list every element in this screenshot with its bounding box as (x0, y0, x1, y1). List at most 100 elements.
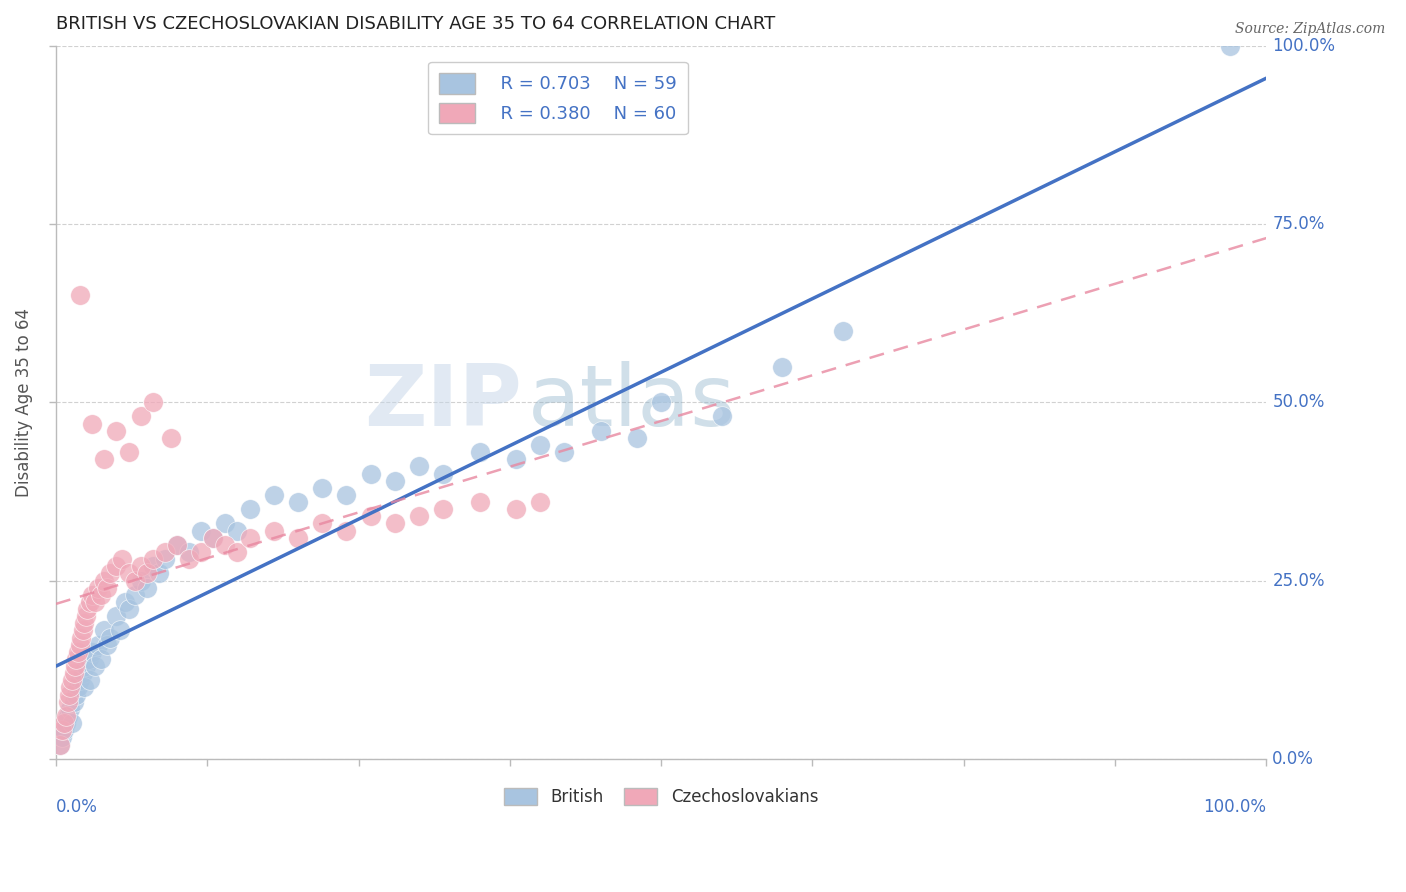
British (73, 681, 96, 695)
British (505, 452, 527, 467)
Czechoslovakians (129, 409, 152, 424)
Czechoslovakians (55, 709, 77, 723)
British (263, 488, 285, 502)
Legend: British, Czechoslovakians: British, Czechoslovakians (496, 780, 827, 814)
Czechoslovakians (79, 595, 101, 609)
Czechoslovakians (82, 588, 104, 602)
Czechoslovakians (70, 631, 93, 645)
British (142, 559, 165, 574)
British (117, 602, 139, 616)
Czechoslovakians (190, 545, 212, 559)
British (384, 474, 406, 488)
British (770, 359, 793, 374)
Czechoslovakians (287, 531, 309, 545)
Czechoslovakians (65, 659, 87, 673)
Czechoslovakians (129, 559, 152, 574)
Czechoslovakians (142, 395, 165, 409)
British (48, 738, 70, 752)
Czechoslovakians (66, 645, 89, 659)
Czechoslovakians (51, 723, 73, 738)
Czechoslovakians (59, 681, 82, 695)
Czechoslovakians (226, 545, 249, 559)
British (77, 652, 100, 666)
British (408, 459, 430, 474)
Czechoslovakians (73, 616, 96, 631)
Czechoslovakians (87, 581, 110, 595)
Text: 50.0%: 50.0% (1272, 393, 1324, 411)
British (468, 445, 491, 459)
Text: ZIP: ZIP (364, 360, 522, 443)
Czechoslovakians (100, 566, 122, 581)
Czechoslovakians (529, 495, 551, 509)
British (105, 609, 128, 624)
Czechoslovakians (160, 431, 183, 445)
British (114, 595, 136, 609)
British (202, 531, 225, 545)
British (148, 566, 170, 581)
Czechoslovakians (53, 716, 76, 731)
Czechoslovakians (214, 538, 236, 552)
Czechoslovakians (69, 638, 91, 652)
British (190, 524, 212, 538)
Czechoslovakians (432, 502, 454, 516)
British (626, 431, 648, 445)
British (69, 673, 91, 688)
Czechoslovakians (239, 531, 262, 545)
Czechoslovakians (93, 452, 115, 467)
Czechoslovakians (48, 738, 70, 752)
Czechoslovakians (335, 524, 357, 538)
Czechoslovakians (105, 559, 128, 574)
British (93, 624, 115, 638)
Czechoslovakians (69, 288, 91, 302)
Czechoslovakians (65, 652, 87, 666)
Text: 100.0%: 100.0% (1272, 37, 1336, 54)
British (311, 481, 333, 495)
Czechoslovakians (135, 566, 157, 581)
Text: 0.0%: 0.0% (56, 798, 98, 816)
British (82, 645, 104, 659)
British (96, 638, 118, 652)
British (710, 409, 733, 424)
British (53, 723, 76, 738)
Czechoslovakians (90, 588, 112, 602)
British (66, 681, 89, 695)
British (75, 659, 97, 673)
Czechoslovakians (153, 545, 176, 559)
Czechoslovakians (76, 602, 98, 616)
British (214, 516, 236, 531)
Czechoslovakians (105, 424, 128, 438)
Czechoslovakians (72, 624, 94, 638)
Text: 100.0%: 100.0% (1204, 798, 1267, 816)
Czechoslovakians (93, 574, 115, 588)
Text: BRITISH VS CZECHOSLOVAKIAN DISABILITY AGE 35 TO 64 CORRELATION CHART: BRITISH VS CZECHOSLOVAKIAN DISABILITY AG… (56, 15, 775, 33)
Czechoslovakians (63, 666, 86, 681)
Czechoslovakians (58, 688, 80, 702)
British (65, 688, 87, 702)
Czechoslovakians (202, 531, 225, 545)
British (177, 545, 200, 559)
Text: atlas: atlas (529, 360, 735, 443)
British (83, 659, 105, 673)
British (831, 324, 853, 338)
British (56, 709, 79, 723)
Czechoslovakians (263, 524, 285, 538)
British (287, 495, 309, 509)
British (124, 588, 146, 602)
Czechoslovakians (111, 552, 134, 566)
British (335, 488, 357, 502)
Czechoslovakians (56, 695, 79, 709)
British (72, 666, 94, 681)
Czechoslovakians (468, 495, 491, 509)
Czechoslovakians (124, 574, 146, 588)
Czechoslovakians (83, 595, 105, 609)
Text: 0.0%: 0.0% (1272, 750, 1315, 768)
British (226, 524, 249, 538)
British (153, 552, 176, 566)
British (553, 445, 575, 459)
British (239, 502, 262, 516)
British (60, 716, 83, 731)
Czechoslovakians (96, 581, 118, 595)
Czechoslovakians (166, 538, 188, 552)
British (100, 631, 122, 645)
British (90, 652, 112, 666)
